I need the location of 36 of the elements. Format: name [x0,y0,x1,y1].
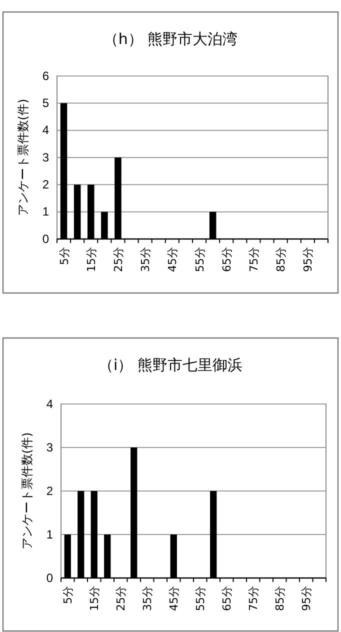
y-axis-title: アンケート票件数(件) [20,432,34,550]
x-tick-label: 35分 [141,586,154,611]
x-tick-label: 5分 [58,247,71,265]
y-axis-title: アンケート票件数(件) [16,98,30,216]
y-tick-label: 1 [46,527,54,542]
y-tick-label: 3 [46,440,54,454]
x-tick-label: 25分 [112,247,125,272]
y-tick-label: 5 [42,96,50,110]
x-tick-label: 85分 [274,247,288,272]
x-tick-label: 45分 [166,247,180,272]
x-tick-label: 75分 [247,586,260,611]
x-tick-label: 35分 [139,247,152,272]
x-tick-label: 15分 [84,247,98,272]
x-tick-label: 95分 [302,247,315,272]
y-tick-label: 6 [42,68,50,83]
x-tick-label: 75分 [247,247,260,272]
y-tick-label: 0 [46,570,54,585]
x-tick-label: 45分 [168,586,181,611]
x-tick-label: 95分 [300,586,314,611]
y-tick-label: 4 [42,123,50,138]
x-tick-label: 55分 [194,586,208,611]
x-tick-label: 65分 [220,586,234,611]
x-tick-label: 5分 [62,586,75,604]
chart-title: （i） 熊野市七里御浜 [98,356,242,374]
y-tick-label: 2 [42,178,50,192]
x-tick-label: 55分 [193,247,206,272]
x-tick-label: 65分 [220,247,234,272]
x-tick-label: 85分 [274,586,287,611]
y-tick-label: 0 [42,232,50,246]
y-tick-label: 2 [46,484,54,498]
x-tick-label: 25分 [114,586,128,611]
chart-title: （h） 熊野市大泊湾 [103,30,238,48]
y-tick-label: 3 [42,150,50,164]
y-tick-label: 4 [46,396,54,411]
x-tick-label: 15分 [88,586,102,611]
y-tick-label: 1 [42,204,50,219]
